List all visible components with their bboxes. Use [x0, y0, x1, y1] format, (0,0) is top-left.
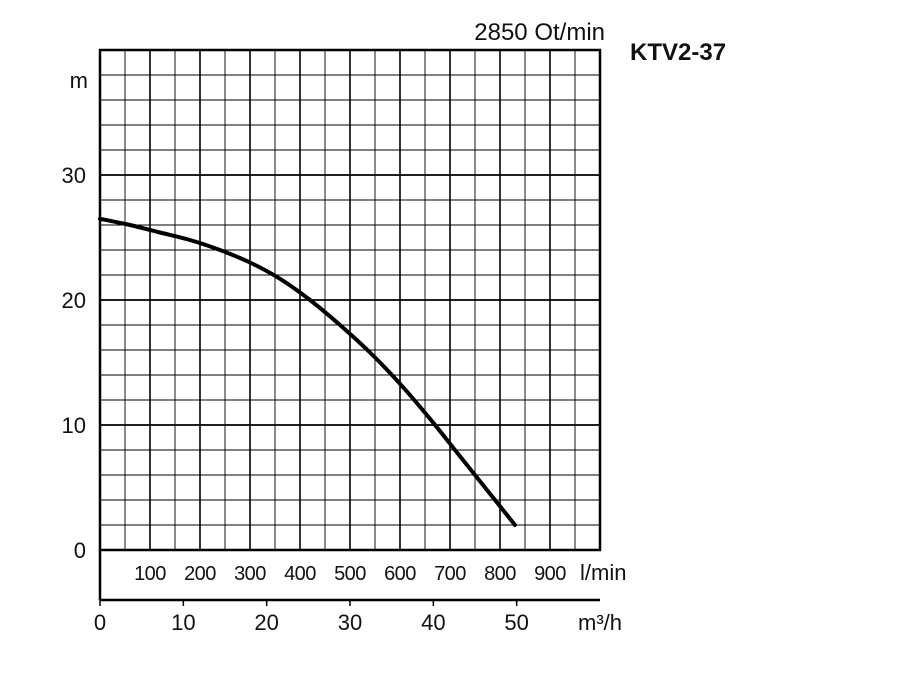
- performance-curve: [98, 216, 517, 527]
- lmin-tick-label: 600: [384, 563, 416, 585]
- m3h-unit-label: m³/h: [578, 610, 622, 635]
- y-tick-labels: 0 10 20 30: [62, 163, 86, 563]
- lmin-tick-label: 500: [334, 563, 366, 585]
- lmin-tick-label: 700: [434, 563, 466, 585]
- chart-title: 2850 Ot/min: [474, 19, 605, 46]
- lmin-tick-label: 300: [234, 563, 266, 585]
- lmin-tick-labels: 100 200 300 400 500 600 700 800 900: [134, 563, 567, 585]
- m3h-tick-label: 20: [254, 610, 278, 635]
- m3h-tick-labels: 0 10 20 30 40 50: [94, 600, 529, 635]
- y-tick-label: 30: [62, 163, 86, 188]
- grid: [100, 50, 600, 550]
- m3h-tick-label: 50: [504, 610, 528, 635]
- y-axis-unit: m: [70, 68, 88, 93]
- y-tick-label: 20: [62, 288, 86, 313]
- m3h-tick-label: 0: [94, 610, 106, 635]
- lmin-tick-label: 100: [134, 563, 166, 585]
- plot-frame: [98, 48, 602, 552]
- lmin-tick-label: 900: [534, 563, 566, 585]
- lmin-tick-label: 400: [284, 563, 316, 585]
- lmin-tick-label: 800: [484, 563, 516, 585]
- m3h-tick-label: 40: [421, 610, 445, 635]
- m3h-tick-label: 10: [171, 610, 195, 635]
- m3h-tick-label: 30: [338, 610, 362, 635]
- lmin-tick-label: 200: [184, 563, 216, 585]
- model-name: KTV2-37: [630, 39, 726, 66]
- y-tick-label: 10: [62, 413, 86, 438]
- lmin-unit-label: l/min: [580, 560, 626, 585]
- y-tick-label: 0: [74, 538, 86, 563]
